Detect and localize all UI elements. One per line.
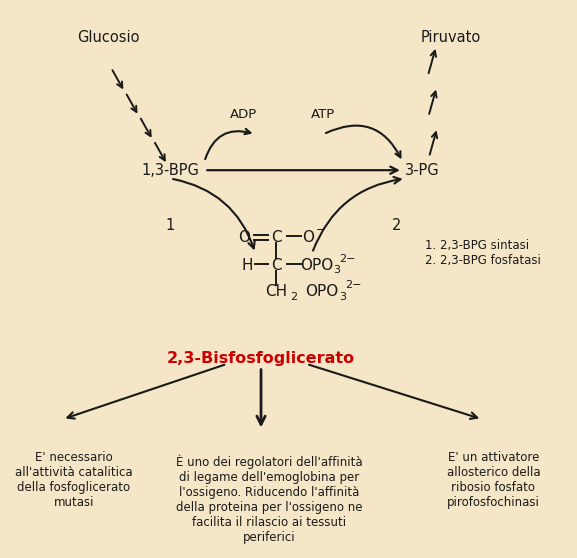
Text: O: O [238,230,250,245]
Text: 1,3-BPG: 1,3-BPG [141,163,199,177]
Text: 3-PG: 3-PG [405,163,440,177]
Text: 2: 2 [290,292,298,302]
Text: OPO: OPO [300,258,333,273]
Text: O: O [302,230,314,245]
Text: CH: CH [265,285,287,300]
Text: 1: 1 [166,218,175,233]
Text: Glucosio: Glucosio [77,30,139,45]
Text: −: − [316,223,325,236]
Text: C: C [271,230,282,245]
Text: H: H [241,258,253,273]
Text: 2,3-Bisfosfoglicerato: 2,3-Bisfosfoglicerato [167,351,355,366]
Text: 2: 2 [392,218,402,233]
Text: 1. 2,3-BPG sintasi
2. 2,3-BPG fosfatasi: 1. 2,3-BPG sintasi 2. 2,3-BPG fosfatasi [425,239,541,267]
Text: 2−: 2− [339,254,355,264]
Text: 2−: 2− [345,280,362,290]
Text: C: C [271,258,282,273]
Text: 3: 3 [339,292,346,302]
Text: ADP: ADP [230,108,258,121]
Text: ATP: ATP [311,108,335,121]
Text: 3: 3 [333,265,340,275]
Text: Piruvato: Piruvato [421,30,481,45]
Text: E' necessario
all'attività catalitica
della fosfoglicerato
mutasi: E' necessario all'attività catalitica de… [15,451,133,509]
Text: E' un attivatore
allosterico della
ribosio fosfato
pirofosfochinasi: E' un attivatore allosterico della ribos… [447,451,540,509]
Text: OPO: OPO [306,285,339,300]
Text: È uno dei regolatori dell'affinità
di legame dell'emoglobina per
l'ossigeno. Rid: È uno dei regolatori dell'affinità di le… [176,455,363,544]
